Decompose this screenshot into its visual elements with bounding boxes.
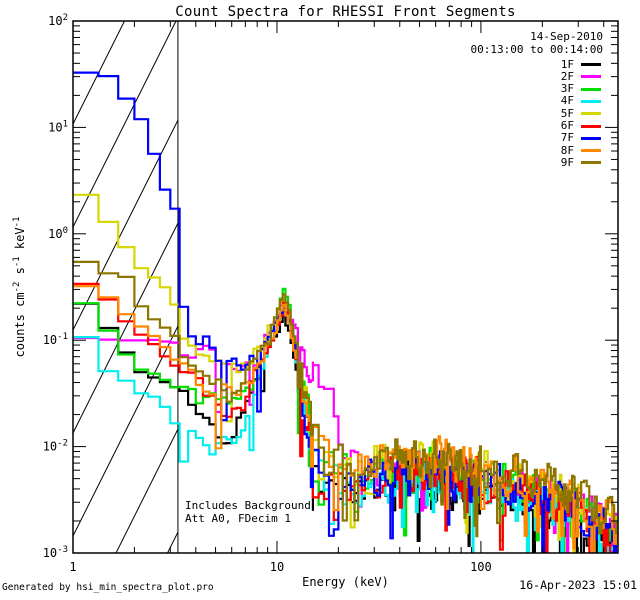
legend-label: 9F <box>560 155 574 169</box>
observation-date: 14-Sep-2010 <box>530 30 603 43</box>
legend-item-2f: 2F <box>560 69 601 83</box>
legend-label: 4F <box>560 94 574 108</box>
x-tick-label: 100 <box>470 560 492 574</box>
series-line-8F <box>73 285 618 553</box>
legend-item-6f: 6F <box>561 120 601 132</box>
legend-label: 7F <box>560 131 574 145</box>
legend-item-4f: 4F <box>561 95 601 107</box>
y-tick-label: 10-2 <box>43 439 68 454</box>
attenuator-note: Att A0, FDecim 1 <box>185 512 291 525</box>
y-tick-label: 101 <box>48 119 68 134</box>
plot-frame <box>72 20 619 554</box>
axis-ticks <box>72 20 618 554</box>
generator-credit: Generated by hsi_min_spectra_plot.pro <box>2 582 214 593</box>
series-line-1F <box>73 302 616 553</box>
x-tick-label: 10 <box>270 560 284 574</box>
observation-time-range: 00:13:00 to 00:14:00 <box>470 43 603 56</box>
legend-item-8f: 8F <box>560 143 601 157</box>
annotation-block: Includes Background Att A0, FDecim 1 <box>185 499 311 525</box>
legend-label: 6F <box>560 119 574 132</box>
x-tick-label: 1 <box>69 560 76 574</box>
y-axis-label: counts cm-2 s-1 keV-1 <box>12 217 27 358</box>
page-title: Count Spectra for RHESSI Front Segments <box>175 4 516 20</box>
y-tick-label: 102 <box>48 13 68 28</box>
legend-color-swatch <box>581 75 601 79</box>
hatched-region <box>73 21 178 553</box>
series-lines <box>73 71 618 553</box>
x-axis-tick-labels: 1 10 100 <box>69 560 491 574</box>
legend-color-swatch <box>581 136 601 140</box>
legend-item-5f: 5F <box>560 106 601 120</box>
legend-color-swatch <box>581 87 601 91</box>
legend-label: 1F <box>560 57 574 71</box>
series-line-9F <box>73 260 618 538</box>
legend-label: 2F <box>560 69 574 83</box>
legend-color-swatch <box>581 112 601 116</box>
y-tick-label: 100 <box>48 226 68 241</box>
legend-item-1f: 1F <box>560 57 601 71</box>
legend-color-swatch <box>581 63 601 66</box>
legend-label: 5F <box>560 106 574 120</box>
legend-color-swatch <box>581 124 601 128</box>
legend-label: 3F <box>560 82 574 96</box>
background-note: Includes Background <box>185 499 311 512</box>
y-tick-label: 10-1 <box>43 332 68 347</box>
legend-color-swatch <box>581 161 601 165</box>
observation-block: 14-Sep-2010 00:13:00 to 00:14:00 <box>471 30 603 56</box>
y-tick-label: 10-3 <box>43 545 68 560</box>
legend-item-7f: 7F <box>561 132 601 144</box>
legend-color-swatch <box>581 99 601 103</box>
legend-label: 8F <box>560 143 574 157</box>
legend-item-3f: 3F <box>561 83 601 95</box>
legend-item-9f: 9F <box>560 155 601 169</box>
x-axis-label: Energy (keV) <box>302 575 389 589</box>
y-axis-tick-labels: 102 101 100 10-1 10-2 10-3 <box>43 13 68 560</box>
legend-color-swatch <box>581 149 601 153</box>
render-timestamp: 16-Apr-2023 15:01 <box>519 578 637 592</box>
